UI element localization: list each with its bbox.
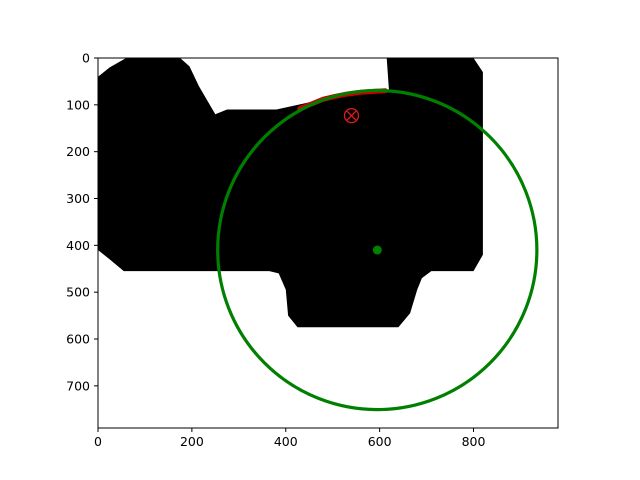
circle-center-point <box>372 245 382 255</box>
target-marker <box>343 107 360 124</box>
y-tick-label: 400 <box>66 238 90 253</box>
y-tick-label: 300 <box>66 191 90 206</box>
fitted-circle <box>216 88 539 412</box>
x-tick-label: 0 <box>94 434 102 449</box>
y-tick-label: 200 <box>66 144 90 159</box>
x-tick-label: 400 <box>274 434 298 449</box>
x-tick-label: 200 <box>180 434 204 449</box>
x-tick-label: 600 <box>368 434 392 449</box>
y-tick-label: 100 <box>66 97 90 112</box>
y-tick-label: 700 <box>66 378 90 393</box>
y-tick-label: 0 <box>82 51 90 66</box>
axes-frame <box>97 57 559 429</box>
y-tick-label: 500 <box>66 285 90 300</box>
y-tick-label: 600 <box>66 332 90 347</box>
x-axis: 0 200 400 600 800 <box>94 428 485 449</box>
mask-region <box>98 58 483 328</box>
plot-area <box>98 58 539 412</box>
x-tick-label: 800 <box>462 434 486 449</box>
y-axis: 0 100 200 300 400 500 600 700 <box>66 51 98 393</box>
